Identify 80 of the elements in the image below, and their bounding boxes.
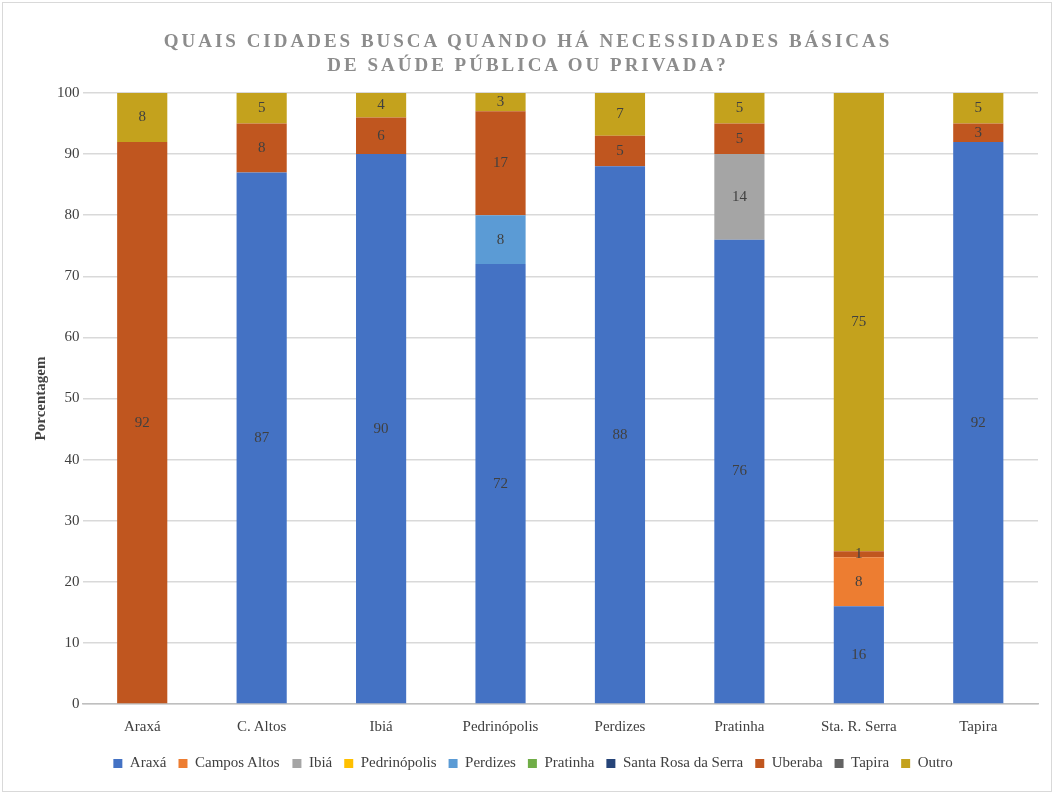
data-label: 92 <box>134 413 150 430</box>
bar <box>475 111 526 216</box>
legend-label: Perdizes <box>465 754 517 771</box>
y-tick-label: 50 <box>64 389 80 406</box>
data-label: 8 <box>855 572 863 589</box>
legend-label: Outro <box>917 754 953 771</box>
x-tick-label: Sta. R. Serra <box>820 717 898 734</box>
x-tick-label: Pedrinópolis <box>462 717 539 734</box>
x-tick-label: Pratinha <box>714 717 765 734</box>
legend-label: Ibiá <box>308 754 333 771</box>
data-label: 16 <box>851 645 867 662</box>
bar <box>953 123 1004 142</box>
data-label: 75 <box>851 313 867 330</box>
data-label: 87 <box>254 428 270 445</box>
bar <box>594 93 646 136</box>
bar <box>356 93 407 118</box>
x-tick-label: Araxá <box>123 717 161 734</box>
legend-label: Santa Rosa da Serra <box>622 754 744 771</box>
data-label: 5 <box>257 99 266 116</box>
y-tick-label: 40 <box>64 450 80 467</box>
bar <box>714 239 765 704</box>
data-label: 5 <box>616 141 624 158</box>
data-label: 5 <box>974 99 983 116</box>
bar <box>475 93 526 112</box>
y-tick-label: 0 <box>72 694 80 711</box>
data-label: 17 <box>493 154 509 171</box>
data-label: 3 <box>496 93 505 110</box>
data-label: 8 <box>138 108 146 125</box>
data-label: 72 <box>493 474 509 491</box>
data-label: 76 <box>731 462 748 479</box>
bar <box>475 264 526 704</box>
bar <box>714 123 765 155</box>
data-label: 14 <box>731 187 748 204</box>
bar <box>714 154 765 240</box>
x-tick-label: Perdizes <box>594 717 646 734</box>
data-label: 90 <box>373 419 389 436</box>
data-label: 4 <box>377 96 386 113</box>
y-tick-label: 100 <box>57 83 80 100</box>
chart-title: QUAIS CIDADES BUSCA QUANDO HÁ NECESSIDADES BÁSICAS DE SAÚDE PÚBLICA OU PRIVADA? <box>162 29 894 77</box>
bar <box>953 93 1004 124</box>
bar <box>475 215 526 265</box>
legend-label: Pedrinópolis <box>360 754 437 771</box>
bar <box>953 141 1004 704</box>
bar <box>833 606 884 704</box>
y-tick-label: 10 <box>64 633 80 650</box>
bar <box>236 172 287 704</box>
data-label: 5 <box>735 99 744 116</box>
x-tick-label: Ibiá <box>369 717 394 734</box>
bar <box>117 141 168 704</box>
bar <box>833 557 884 607</box>
legend-label: Campos Altos <box>195 754 280 771</box>
data-label: 88 <box>612 425 628 442</box>
bar <box>356 117 407 155</box>
data-label: 92 <box>970 413 986 430</box>
y-tick-label: 90 <box>64 145 80 162</box>
bar <box>236 93 287 124</box>
y-tick-label: 20 <box>64 572 80 589</box>
legend-label: Pratinha <box>544 754 595 771</box>
bar <box>236 123 287 173</box>
data-label: 3 <box>974 123 983 140</box>
x-tick-label: C. Altos <box>237 717 287 734</box>
legend-label: Araxá <box>129 754 167 771</box>
x-tick-label: Tapira <box>959 717 998 734</box>
data-label: 8 <box>257 138 266 155</box>
data-label: 6 <box>377 126 386 143</box>
bar <box>594 135 646 167</box>
bar <box>594 166 646 704</box>
legend-label: Uberaba <box>771 754 823 771</box>
bar <box>714 93 765 124</box>
data-label: 7 <box>616 105 625 122</box>
legend-label: Tapira <box>851 754 890 771</box>
y-tick-label: 60 <box>64 328 80 345</box>
y-tick-label: 70 <box>64 267 80 284</box>
data-label: 5 <box>735 129 744 146</box>
bar <box>356 154 407 704</box>
bar <box>117 93 168 142</box>
data-label: 8 <box>496 230 505 247</box>
y-tick-label: 30 <box>64 511 80 528</box>
y-tick-label: 80 <box>64 206 80 223</box>
y-axis-title: Porcentagem <box>31 356 48 441</box>
